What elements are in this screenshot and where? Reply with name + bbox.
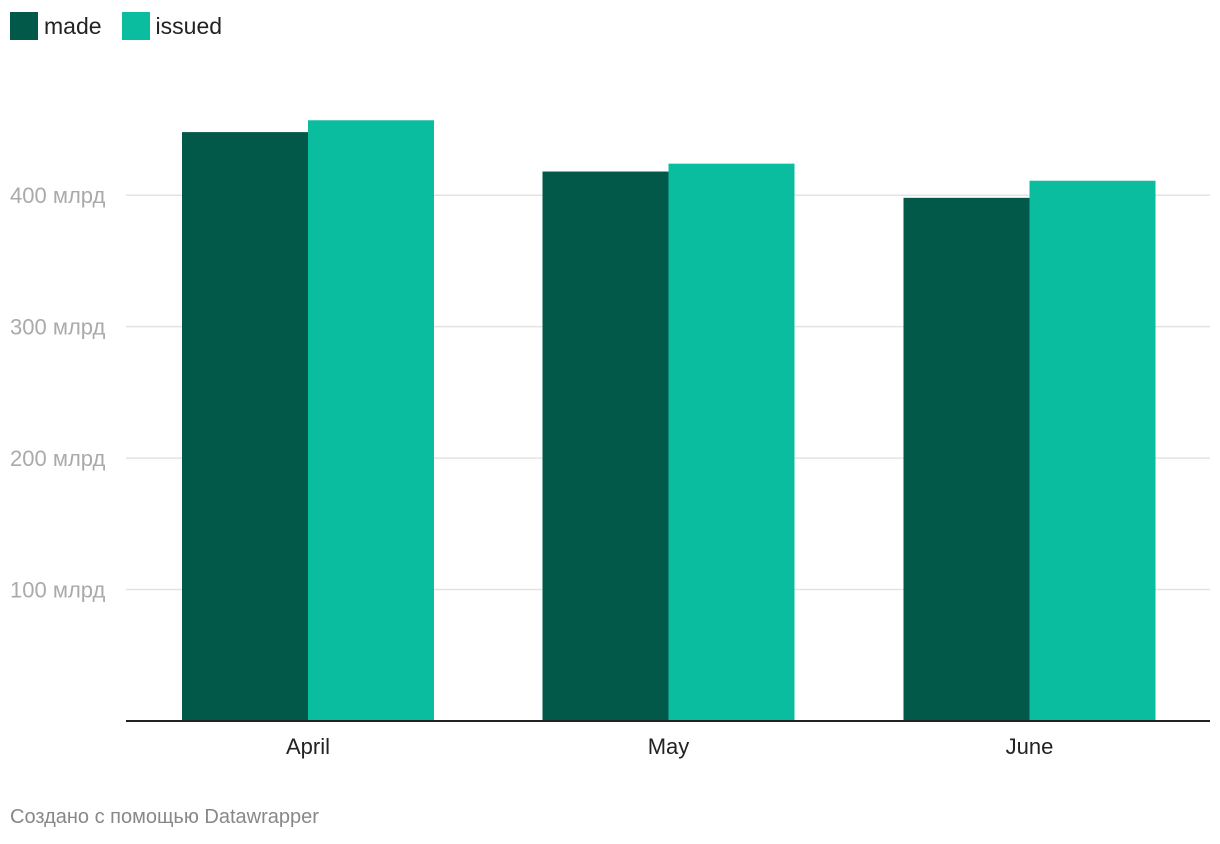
legend-label-issued: issued	[155, 12, 223, 39]
legend-label-made: made	[44, 12, 102, 39]
x-tick-label: May	[648, 734, 690, 759]
bar-made-april	[182, 132, 308, 721]
legend-swatch-issued	[121, 12, 150, 40]
legend-item-issued: issued	[121, 12, 223, 40]
bar-issued-april	[308, 120, 434, 721]
bar-issued-may	[668, 163, 795, 722]
chart-legend: made issued	[10, 12, 242, 40]
y-tick-label: 100 млрд	[10, 578, 106, 603]
legend-swatch-made	[10, 12, 38, 40]
y-tick-label: 400 млрд	[10, 183, 106, 208]
x-tick-label: April	[286, 734, 330, 759]
y-tick-label: 200 млрд	[10, 446, 106, 471]
x-tick-label: June	[1006, 734, 1054, 759]
bar-issued-june	[1029, 180, 1156, 722]
bar-made-may	[542, 171, 669, 721]
legend-item-made: made	[10, 12, 102, 40]
footer-credit: Создано с помощью Datawrapper	[10, 806, 319, 828]
bar-made-june	[903, 197, 1030, 722]
y-tick-label: 300 млрд	[10, 315, 106, 340]
